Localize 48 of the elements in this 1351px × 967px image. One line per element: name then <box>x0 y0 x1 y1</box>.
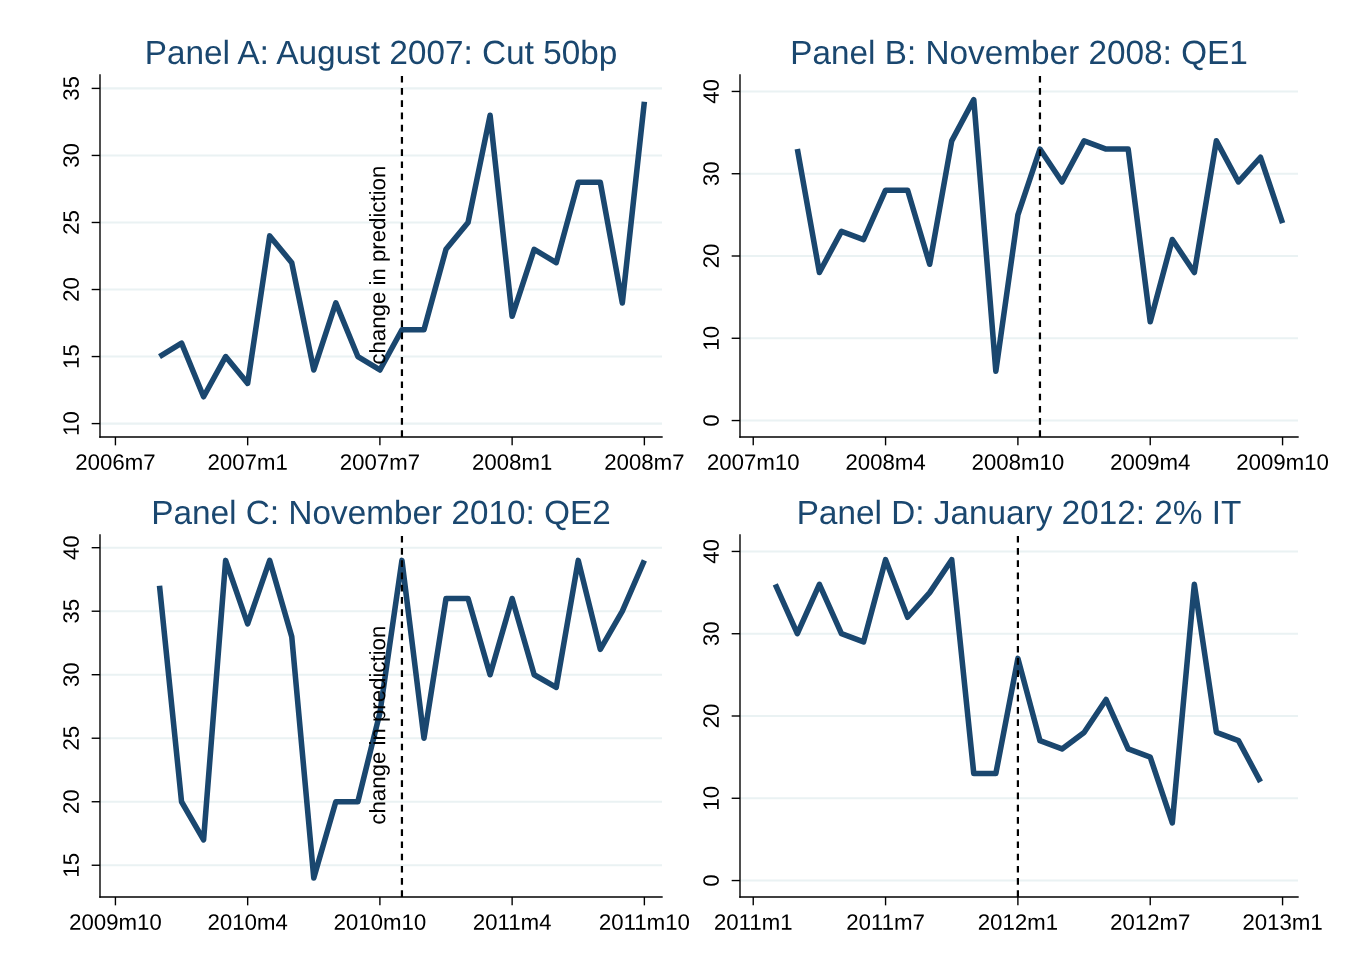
x-tick-label: 2007m1 <box>208 454 287 470</box>
x-tick-label: 2011m10 <box>599 914 690 930</box>
y-tick-label: 35 <box>63 76 79 100</box>
chart-title: Panel C: November 2010: QE2 <box>153 499 610 531</box>
x-tick-label: 2009m10 <box>70 914 161 930</box>
chart-title: Panel D: January 2012: 2% IT <box>799 499 1241 531</box>
y-tick-label: 30 <box>703 162 719 186</box>
y-tick-label: 25 <box>63 211 79 234</box>
x-tick-label: 2007m7 <box>340 454 419 470</box>
y-tick-label: 15 <box>63 853 79 876</box>
x-tick-label: 2008m7 <box>605 454 684 470</box>
y-tick-label: 30 <box>63 143 79 167</box>
x-tick-label: 2011m1 <box>715 914 792 930</box>
y-tick-label: 10 <box>63 412 79 435</box>
y-tick-label: 20 <box>703 244 719 268</box>
x-tick-label: 2012m7 <box>1111 914 1190 930</box>
y-tick-label: 40 <box>703 539 719 564</box>
y-tick-label: 20 <box>703 704 719 728</box>
y-tick-label: 40 <box>63 536 79 560</box>
x-tick-label: 2009m4 <box>1111 454 1190 470</box>
ref-line-label: change in prediction <box>369 627 390 824</box>
y-tick-label: 0 <box>703 415 719 426</box>
y-tick-label: 40 <box>703 79 719 104</box>
x-tick-label: 2012m1 <box>978 914 1057 930</box>
y-tick-label: 30 <box>703 622 719 646</box>
x-tick-label: 2007m10 <box>708 454 799 470</box>
x-tick-label: 2011m4 <box>473 914 551 930</box>
x-tick-label: 2010m4 <box>208 914 288 930</box>
chart-title: Panel B: November 2008: QE1 <box>792 39 1247 71</box>
x-tick-label: 2008m4 <box>846 454 926 470</box>
x-tick-label: 2008m10 <box>972 454 1064 470</box>
x-tick-label: 2008m1 <box>473 454 552 470</box>
y-tick-label: 35 <box>63 599 79 623</box>
x-tick-label: 2011m7 <box>847 914 924 930</box>
y-tick-label: 20 <box>63 790 79 813</box>
y-tick-label: 15 <box>63 345 79 368</box>
x-tick-label: 2010m10 <box>334 914 426 930</box>
y-tick-label: 25 <box>63 726 79 750</box>
ref-line-label: change in prediction <box>369 167 390 364</box>
y-tick-label: 10 <box>703 786 719 809</box>
x-tick-label: 2013m1 <box>1243 914 1322 930</box>
y-tick-label: 0 <box>703 875 719 886</box>
y-tick-label: 10 <box>703 326 719 349</box>
chart-title: Panel A: August 2007: Cut 50bp <box>147 39 616 71</box>
x-tick-label: 2006m7 <box>76 454 155 470</box>
y-tick-label: 30 <box>63 663 79 687</box>
x-tick-label: 2009m10 <box>1237 454 1329 470</box>
y-tick-label: 20 <box>63 278 79 301</box>
